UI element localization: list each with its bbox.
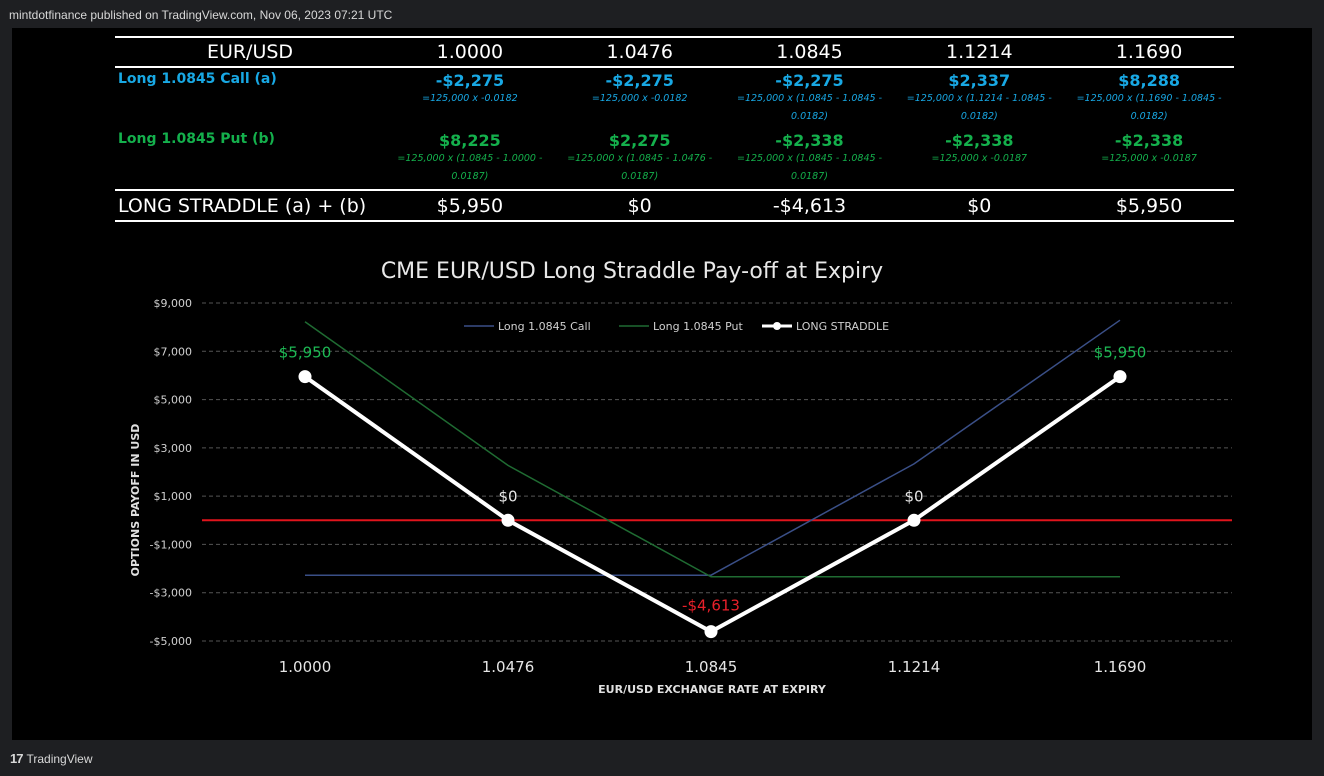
straddle-data-label: $0 xyxy=(498,487,517,505)
header-rate: 1.1690 xyxy=(1064,36,1234,68)
call-formula: =125,000 x (1.1690 - 1.0845 - xyxy=(1076,93,1222,104)
call-value: $2,337 xyxy=(948,71,1011,90)
y-tick-label: $5,000 xyxy=(154,394,193,407)
put-formula: =125,000 x (1.0845 - 1.0476 - xyxy=(567,153,713,164)
footer: 17 TradingView xyxy=(10,751,93,766)
straddle-point xyxy=(501,513,515,527)
total-value: -$4,613 xyxy=(724,189,895,222)
call-row: Long 1.0845 Call (a) -$2,275 =125,000 x -… xyxy=(115,67,1234,128)
x-tick-label: 1.0845 xyxy=(685,658,738,676)
call-formula: =125,000 x (1.1214 - 1.0845 - xyxy=(906,93,1052,104)
put-row: Long 1.0845 Put (b) $8,225 =125,000 x (1.… xyxy=(115,128,1234,190)
y-tick-label: $9,000 xyxy=(154,297,193,310)
call-formula-cont: 0.0182) xyxy=(791,111,828,122)
straddle-data-label: $0 xyxy=(904,487,923,505)
total-label: LONG STRADDLE (a) + (b) xyxy=(115,189,385,222)
y-tick-label: -$5,000 xyxy=(150,635,192,648)
header-rate: 1.0476 xyxy=(554,36,725,68)
put-formula-cont: 0.0187) xyxy=(621,171,659,182)
legend-call-label: Long 1.0845 Call xyxy=(498,320,591,333)
tradingview-logo-icon: 17 xyxy=(10,751,24,766)
put-formula-cont: 0.0187) xyxy=(451,171,489,182)
call-value: -$2,275 xyxy=(435,71,505,90)
payoff-table: EUR/USD 1.0000 1.0476 1.0845 1.1214 1.16… xyxy=(115,36,1234,222)
header-rate: 1.0000 xyxy=(385,36,555,68)
call-formula: =125,000 x -0.0182 xyxy=(422,93,518,104)
straddle-point xyxy=(298,370,312,384)
total-value: $0 xyxy=(554,189,725,222)
put-value: $8,225 xyxy=(439,131,501,150)
straddle-total-row: LONG STRADDLE (a) + (b) $5,950 $0 -$4,61… xyxy=(115,189,1234,222)
straddle-data-label: $5,950 xyxy=(279,344,332,362)
chart-frame: EUR/USD 1.0000 1.0476 1.0845 1.1214 1.16… xyxy=(12,28,1312,740)
put-formula: =125,000 x (1.0845 - 1.0845 - xyxy=(736,153,882,164)
y-tick-label: $1,000 xyxy=(154,490,193,503)
y-axis-title: OPTIONS PAYOFF IN USD xyxy=(129,424,142,577)
table-header-row: EUR/USD 1.0000 1.0476 1.0845 1.1214 1.16… xyxy=(115,36,1234,68)
header-rate: 1.0845 xyxy=(724,36,895,68)
put-row-label: Long 1.0845 Put (b) xyxy=(118,131,275,147)
legend-put-label: Long 1.0845 Put xyxy=(653,320,744,333)
series-line-put xyxy=(304,321,1120,578)
call-formula: =125,000 x (1.0845 - 1.0845 - xyxy=(736,93,882,104)
y-tick-label: $3,000 xyxy=(154,442,193,455)
x-tick-label: 1.0476 xyxy=(482,658,535,676)
legend-straddle-label: LONG STRADDLE xyxy=(796,320,889,333)
header-label: EUR/USD xyxy=(115,36,385,68)
call-formula-cont: 0.0182) xyxy=(960,111,998,122)
call-value: -$2,275 xyxy=(605,71,674,90)
series-line-straddle xyxy=(303,374,1122,634)
call-value: -$2,275 xyxy=(775,71,844,90)
x-tick-label: 1.1214 xyxy=(888,658,941,676)
straddle-point xyxy=(1113,370,1127,384)
payoff-chart: CME EUR/USD Long Straddle Pay-off at Exp… xyxy=(129,259,1232,696)
put-value: $2,275 xyxy=(608,131,671,150)
x-tick-label: 1.0000 xyxy=(279,658,332,676)
chart-title: CME EUR/USD Long Straddle Pay-off at Exp… xyxy=(381,259,883,284)
total-value: $0 xyxy=(894,189,1065,222)
publish-info: mintdotfinance published on TradingView.… xyxy=(9,8,393,22)
y-tick-label: -$3,000 xyxy=(150,587,192,600)
put-value: -$2,338 xyxy=(1114,131,1184,150)
footer-brand: TradingView xyxy=(26,751,93,766)
total-value: $5,950 xyxy=(385,189,555,222)
straddle-point xyxy=(907,513,921,527)
put-value: -$2,338 xyxy=(945,131,1014,150)
y-tick-label: -$1,000 xyxy=(150,538,192,551)
straddle-point xyxy=(704,625,718,639)
put-formula: =125,000 x -0.0187 xyxy=(931,153,1028,164)
call-formula-cont: 0.0182) xyxy=(1130,111,1168,122)
call-value: $8,288 xyxy=(1118,71,1180,90)
series-line-call xyxy=(305,319,1121,576)
x-tick-label: 1.1690 xyxy=(1094,658,1147,676)
put-value: -$2,338 xyxy=(775,131,844,150)
straddle-data-label: -$4,613 xyxy=(682,597,740,615)
total-value: $5,950 xyxy=(1064,189,1234,222)
straddle-data-label: $5,950 xyxy=(1094,344,1147,362)
put-formula: =125,000 x (1.0845 - 1.0000 - xyxy=(397,153,543,164)
header-rate: 1.1214 xyxy=(894,36,1065,68)
put-formula: =125,000 x -0.0187 xyxy=(1101,153,1197,164)
x-axis-title: EUR/USD EXCHANGE RATE AT EXPIRY xyxy=(598,683,827,696)
legend-straddle-marker xyxy=(773,322,781,330)
call-formula: =125,000 x -0.0182 xyxy=(591,93,688,104)
put-formula-cont: 0.0187) xyxy=(791,171,828,182)
call-row-label: Long 1.0845 Call (a) xyxy=(118,71,277,87)
y-tick-label: $7,000 xyxy=(154,345,193,358)
